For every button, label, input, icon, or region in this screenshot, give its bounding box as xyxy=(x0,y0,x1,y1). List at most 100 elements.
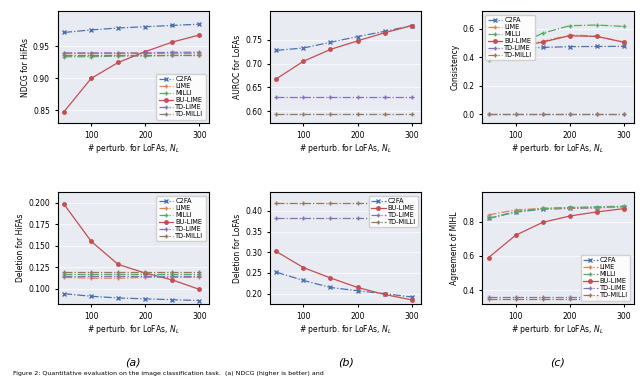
Line: TD-LIME: TD-LIME xyxy=(62,274,201,277)
TD-LIME xyxy=(512,295,520,299)
LIME xyxy=(60,275,68,280)
MILLI xyxy=(196,272,204,276)
C2FA xyxy=(273,48,280,53)
C2FA xyxy=(539,207,547,211)
BU-LIME xyxy=(539,220,547,225)
C2FA xyxy=(408,24,415,28)
TD-LIME xyxy=(87,273,95,278)
TD-LIME xyxy=(273,95,280,99)
TD-LIME xyxy=(381,216,388,221)
TD-LIME xyxy=(300,216,307,221)
LIME xyxy=(115,51,122,55)
BU-LIME xyxy=(115,262,122,267)
Y-axis label: Agreement of MIHL: Agreement of MIHL xyxy=(451,211,460,285)
TD-MILLI xyxy=(354,200,362,205)
TD-MILLI xyxy=(381,200,388,205)
X-axis label: # perturb. for LoFAs, $N_L$: # perturb. for LoFAs, $N_L$ xyxy=(87,142,180,155)
Line: TD-LIME: TD-LIME xyxy=(62,51,201,55)
LIME xyxy=(512,207,520,212)
TD-LIME xyxy=(566,112,573,117)
TD-LIME xyxy=(326,95,334,99)
TD-MILLI xyxy=(115,53,122,58)
TD-MILLI xyxy=(539,112,547,117)
Line: BU-LIME: BU-LIME xyxy=(62,33,201,113)
Line: LIME: LIME xyxy=(62,51,201,55)
TD-MILLI xyxy=(87,53,95,58)
C2FA xyxy=(141,296,149,301)
C2FA xyxy=(196,22,204,27)
Legend: C2FA, BU-LIME, TD-LIME, TD-MILLI: C2FA, BU-LIME, TD-LIME, TD-MILLI xyxy=(369,196,418,227)
Text: (c): (c) xyxy=(550,357,565,367)
TD-LIME xyxy=(87,51,95,55)
TD-MILLI xyxy=(354,112,362,116)
TD-LIME xyxy=(512,112,520,117)
C2FA xyxy=(408,294,415,299)
TD-LIME xyxy=(620,112,628,117)
TD-MILLI xyxy=(408,200,415,205)
TD-MILLI xyxy=(620,112,628,117)
X-axis label: # perturb. for LoFAs, $N_L$: # perturb. for LoFAs, $N_L$ xyxy=(300,142,392,155)
TD-LIME xyxy=(566,295,573,299)
MILLI xyxy=(115,272,122,276)
BU-LIME xyxy=(273,249,280,254)
MILLI xyxy=(512,209,520,214)
LIME xyxy=(115,276,122,280)
Line: TD-MILLI: TD-MILLI xyxy=(62,271,201,274)
MILLI xyxy=(539,31,547,35)
C2FA xyxy=(300,278,307,283)
BU-LIME xyxy=(196,287,204,292)
BU-LIME xyxy=(326,47,334,52)
C2FA xyxy=(354,34,362,39)
TD-MILLI xyxy=(60,270,68,274)
C2FA xyxy=(381,291,388,296)
TD-MILLI xyxy=(408,112,415,116)
BU-LIME xyxy=(168,278,176,282)
X-axis label: # perturb. for LoFAs, $N_L$: # perturb. for LoFAs, $N_L$ xyxy=(300,323,392,336)
Line: C2FA: C2FA xyxy=(275,24,413,52)
BU-LIME xyxy=(512,233,520,238)
MILLI xyxy=(593,204,600,209)
BU-LIME xyxy=(87,76,95,81)
C2FA xyxy=(381,29,388,34)
TD-LIME xyxy=(168,273,176,278)
BU-LIME xyxy=(60,109,68,114)
Line: BU-LIME: BU-LIME xyxy=(275,24,413,81)
TD-LIME xyxy=(484,295,492,299)
LIME xyxy=(539,39,547,44)
MILLI xyxy=(60,272,68,276)
MILLI xyxy=(60,54,68,59)
C2FA xyxy=(539,45,547,50)
LIME xyxy=(539,206,547,211)
Y-axis label: Deletion for LoFAs: Deletion for LoFAs xyxy=(234,214,243,283)
LIME xyxy=(484,47,492,52)
BU-LIME xyxy=(484,49,492,53)
TD-MILLI xyxy=(381,112,388,116)
TD-LIME xyxy=(60,51,68,55)
C2FA xyxy=(60,291,68,296)
BU-LIME xyxy=(300,265,307,270)
TD-LIME xyxy=(326,216,334,221)
Line: C2FA: C2FA xyxy=(487,44,625,51)
TD-MILLI xyxy=(539,297,547,301)
TD-MILLI xyxy=(196,53,204,58)
MILLI xyxy=(484,216,492,221)
TD-MILLI xyxy=(326,112,334,116)
BU-LIME xyxy=(141,271,149,276)
Line: LIME: LIME xyxy=(487,205,625,217)
MILLI xyxy=(620,24,628,29)
BU-LIME xyxy=(60,202,68,207)
TD-LIME xyxy=(141,51,149,55)
LIME xyxy=(566,206,573,210)
Line: C2FA: C2FA xyxy=(275,271,413,299)
BU-LIME xyxy=(354,39,362,43)
LIME xyxy=(87,276,95,280)
Line: MILLI: MILLI xyxy=(62,272,201,276)
Y-axis label: AUROC for LoFAs: AUROC for LoFAs xyxy=(234,35,243,99)
MILLI xyxy=(620,204,628,209)
MILLI xyxy=(484,58,492,62)
BU-LIME xyxy=(566,214,573,218)
Line: LIME: LIME xyxy=(62,276,201,280)
LIME xyxy=(484,213,492,217)
BU-LIME xyxy=(620,40,628,44)
BU-LIME xyxy=(196,33,204,37)
